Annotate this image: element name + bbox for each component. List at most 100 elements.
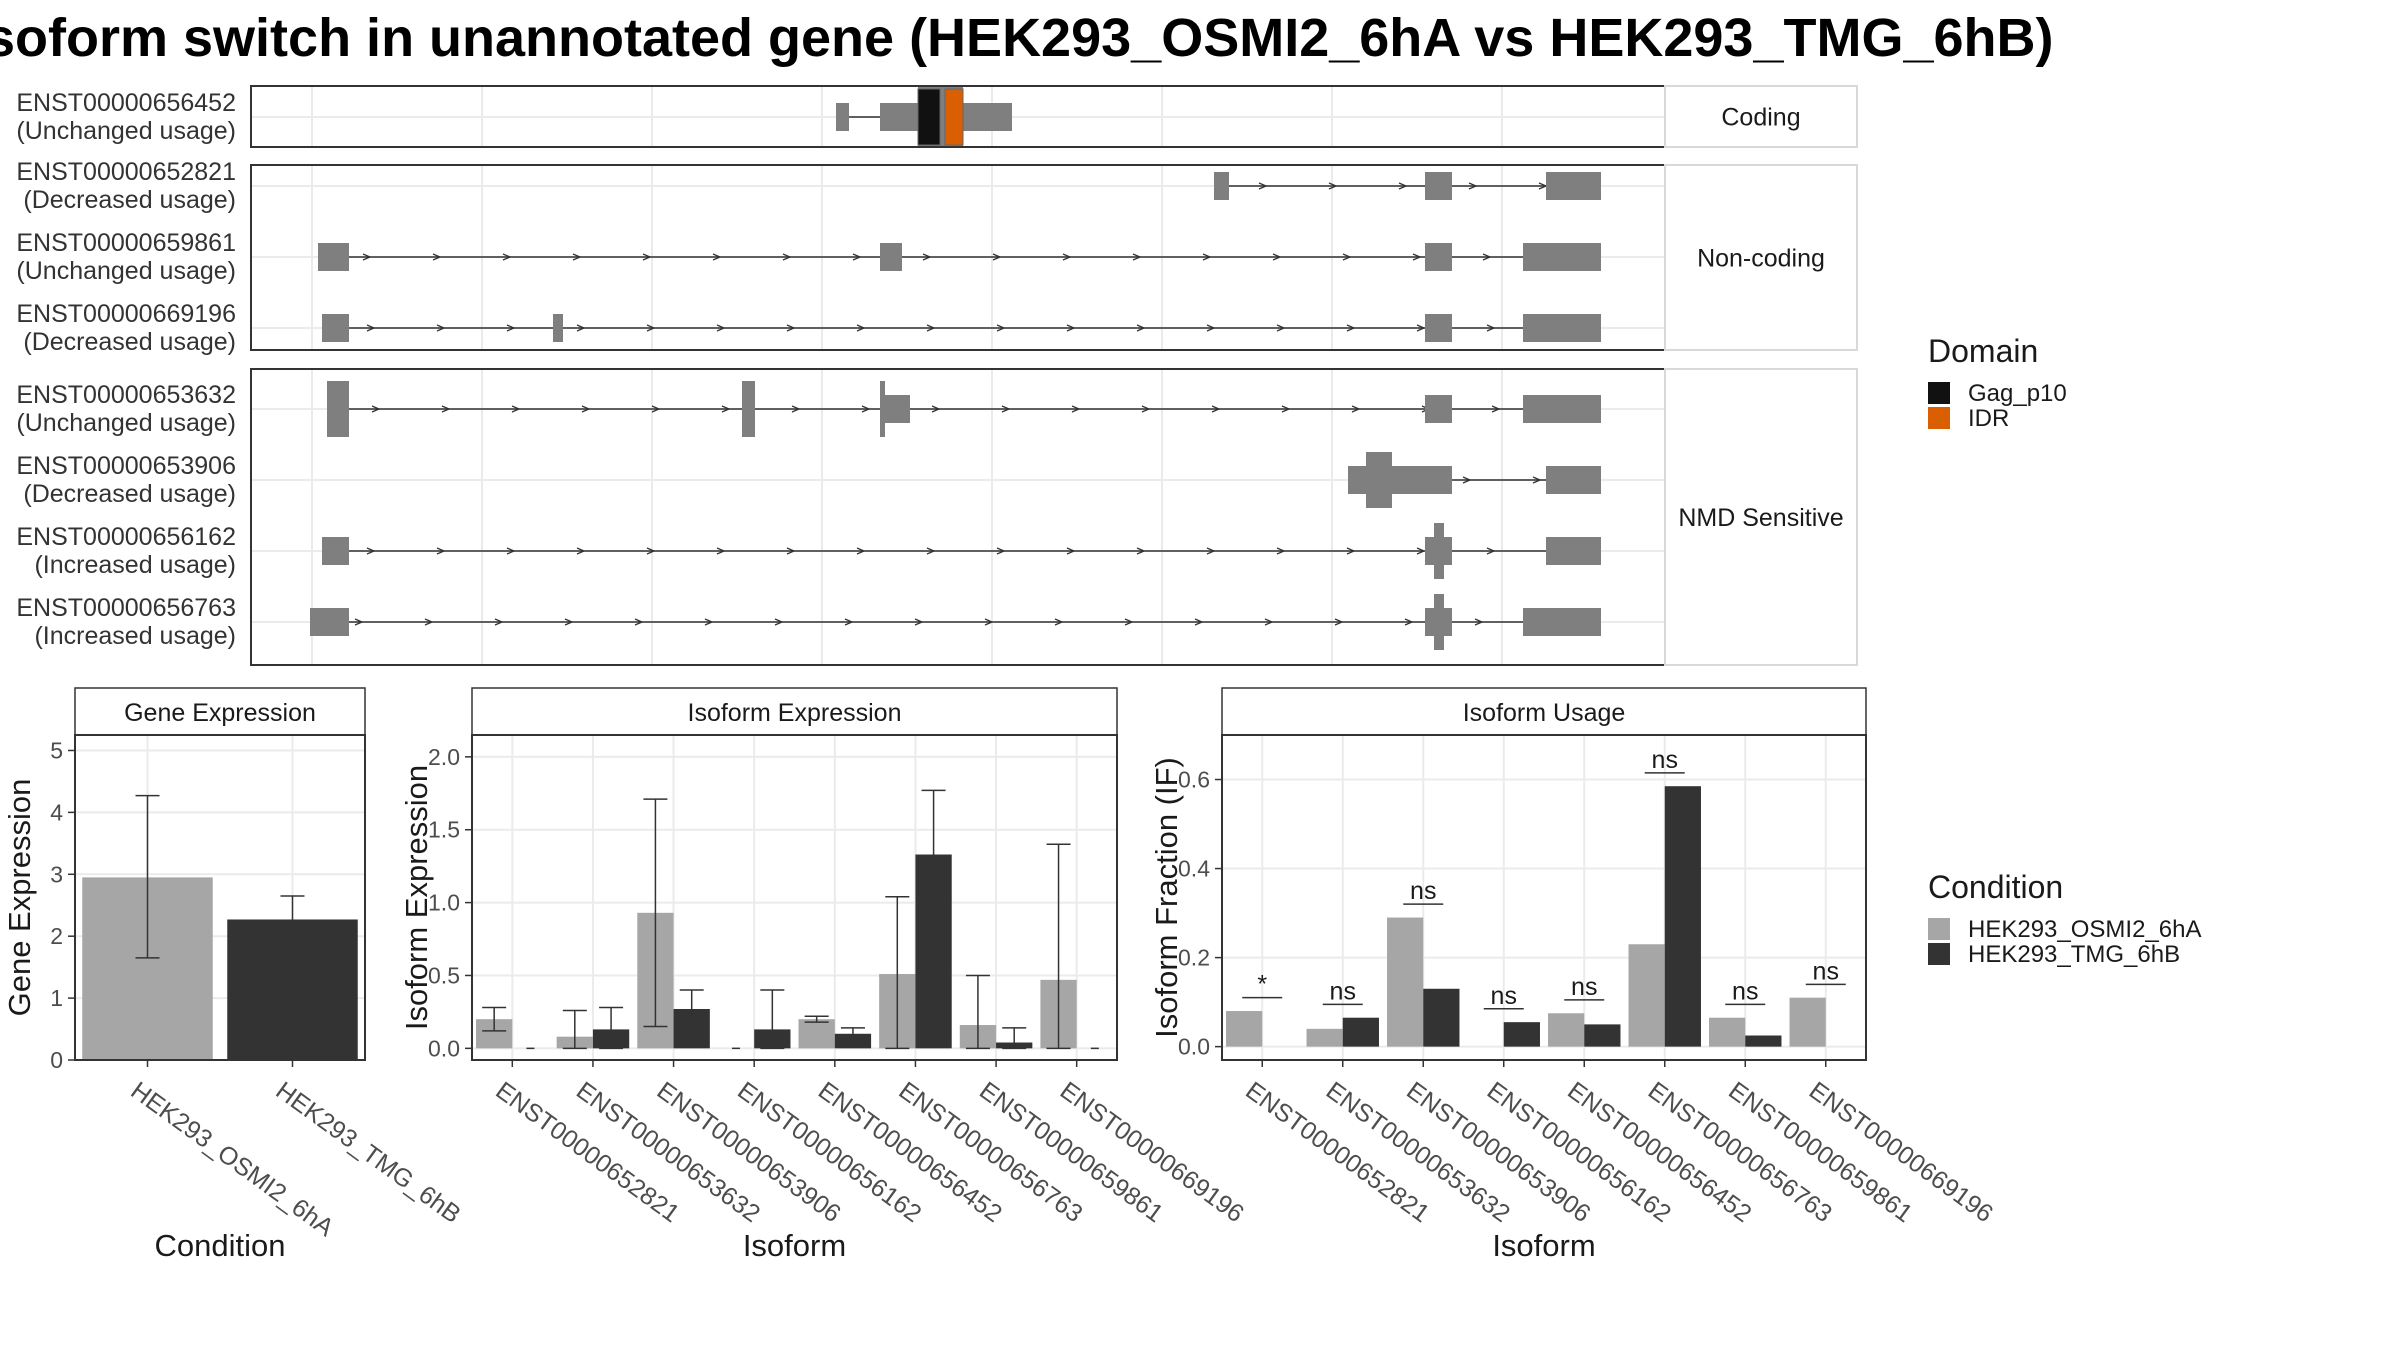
structure-group-nmd-sensitive: ENST00000653632(Unchanged usage) ENST0000… [16, 368, 1858, 666]
intron-arrow [581, 405, 591, 413]
y-tick-label: 0.5 [428, 962, 460, 988]
isoform-usage-label: (Decreased usage) [23, 480, 236, 508]
intron-arrow [716, 324, 726, 332]
intron-arrow [1066, 324, 1076, 332]
intron-arrow [1462, 476, 1472, 484]
legend-label: Gag_p10 [1968, 380, 2067, 407]
exon [327, 381, 349, 437]
y-tick-label: 4 [50, 799, 63, 825]
intron-arrow [506, 547, 516, 555]
intron-arrow [704, 618, 714, 626]
isoform-usage-label: (Unchanged usage) [16, 409, 236, 437]
chart-title: Gene Expression [124, 699, 316, 727]
domain-gag-p10 [917, 88, 941, 146]
intron-arrow [651, 405, 661, 413]
y-tick-label: 1.5 [428, 817, 460, 843]
intron-arrow [1474, 618, 1484, 626]
y-axis-label: Isoform Fraction (IF) [1149, 757, 1184, 1038]
bar [1342, 1017, 1379, 1047]
isoform-usage-label: (Unchanged usage) [16, 257, 236, 285]
exon [1434, 523, 1444, 579]
isoform-usage-label: (Increased usage) [34, 551, 236, 579]
intron-arrow [1346, 547, 1356, 555]
exon [1444, 608, 1452, 636]
intron-arrow [984, 618, 994, 626]
expression-panels: Gene Expression012345HEK293_OSMI2_6hAHEK… [2, 687, 1998, 1263]
intron-arrow [1281, 405, 1291, 413]
intron-arrow [432, 253, 442, 261]
intron-arrow [1346, 324, 1356, 332]
significance-label: ns [1652, 746, 1678, 774]
intron-arrow [1136, 547, 1146, 555]
facet-strip-label: Coding [1721, 104, 1800, 132]
intron-arrow [1491, 405, 1501, 413]
intron-arrow [1001, 405, 1011, 413]
y-tick-label: 2.0 [428, 744, 460, 770]
isoform-usage-label: (Increased usage) [34, 622, 236, 650]
intron-arrow [646, 547, 656, 555]
panel-border [74, 734, 366, 1061]
intron-arrow [1272, 253, 1282, 261]
intron-arrow [926, 324, 936, 332]
intron-arrow [494, 618, 504, 626]
intron-arrow [926, 547, 936, 555]
legend-key [1928, 382, 1950, 404]
intron-arrow [786, 547, 796, 555]
intron-arrow [424, 618, 434, 626]
intron-arrow [852, 253, 862, 261]
significance-label: ns [1813, 957, 1839, 985]
y-tick-label: 1.0 [428, 890, 460, 916]
intron-arrow [1132, 253, 1142, 261]
plot-background [472, 735, 1117, 1060]
intron-arrow [1482, 253, 1492, 261]
exon [1425, 314, 1452, 342]
intron-arrow [1054, 618, 1064, 626]
plot-background [1222, 735, 1866, 1060]
structure-group-non-coding: ENST00000652821(Decreased usage)ENST0000… [16, 158, 1858, 356]
intron-arrow [996, 547, 1006, 555]
significance-label: * [1257, 971, 1267, 999]
facet-strip [1664, 368, 1858, 666]
exon [553, 314, 563, 342]
intron-arrow [1066, 547, 1076, 555]
bar [1664, 786, 1701, 1047]
legend-title: Condition [1928, 869, 2063, 905]
exon [1392, 466, 1452, 494]
intron-arrow [996, 324, 1006, 332]
exon [880, 103, 918, 131]
intron-arrow [721, 405, 731, 413]
y-axis-label: Gene Expression [2, 779, 37, 1017]
exon [1523, 608, 1601, 636]
legend-key [1928, 918, 1950, 940]
transcript-structure-panels: ENST00000656452(Unchanged usage) CodingEN… [16, 85, 1858, 666]
exon [1523, 314, 1601, 342]
exon [318, 243, 349, 271]
exon [1444, 537, 1452, 565]
intron-arrow [856, 324, 866, 332]
isoform-id-label: ENST00000653906 [16, 452, 236, 480]
y-axis-label: Isoform Expression [399, 765, 434, 1030]
bar [1306, 1028, 1343, 1047]
y-tick-label: 1 [50, 985, 63, 1011]
chart-title: Isoform Usage [1463, 699, 1626, 727]
intron-arrow [931, 405, 941, 413]
bar [1548, 1013, 1585, 1047]
intron-arrow [1071, 405, 1081, 413]
intron-arrow [786, 324, 796, 332]
panel-border [471, 734, 1118, 1061]
isoform-usage-label: (Decreased usage) [23, 186, 236, 214]
exon [940, 87, 945, 147]
isoform-id-label: ENST00000656763 [16, 594, 236, 622]
intron-arrow [502, 253, 512, 261]
exon [1425, 537, 1434, 565]
intron-arrow [576, 547, 586, 555]
legend-label: IDR [1968, 405, 2009, 432]
exon [322, 537, 349, 565]
intron-arrow [1486, 547, 1496, 555]
exon [1546, 537, 1601, 565]
exon [836, 103, 849, 131]
exon [742, 381, 755, 437]
exon [1425, 243, 1452, 271]
